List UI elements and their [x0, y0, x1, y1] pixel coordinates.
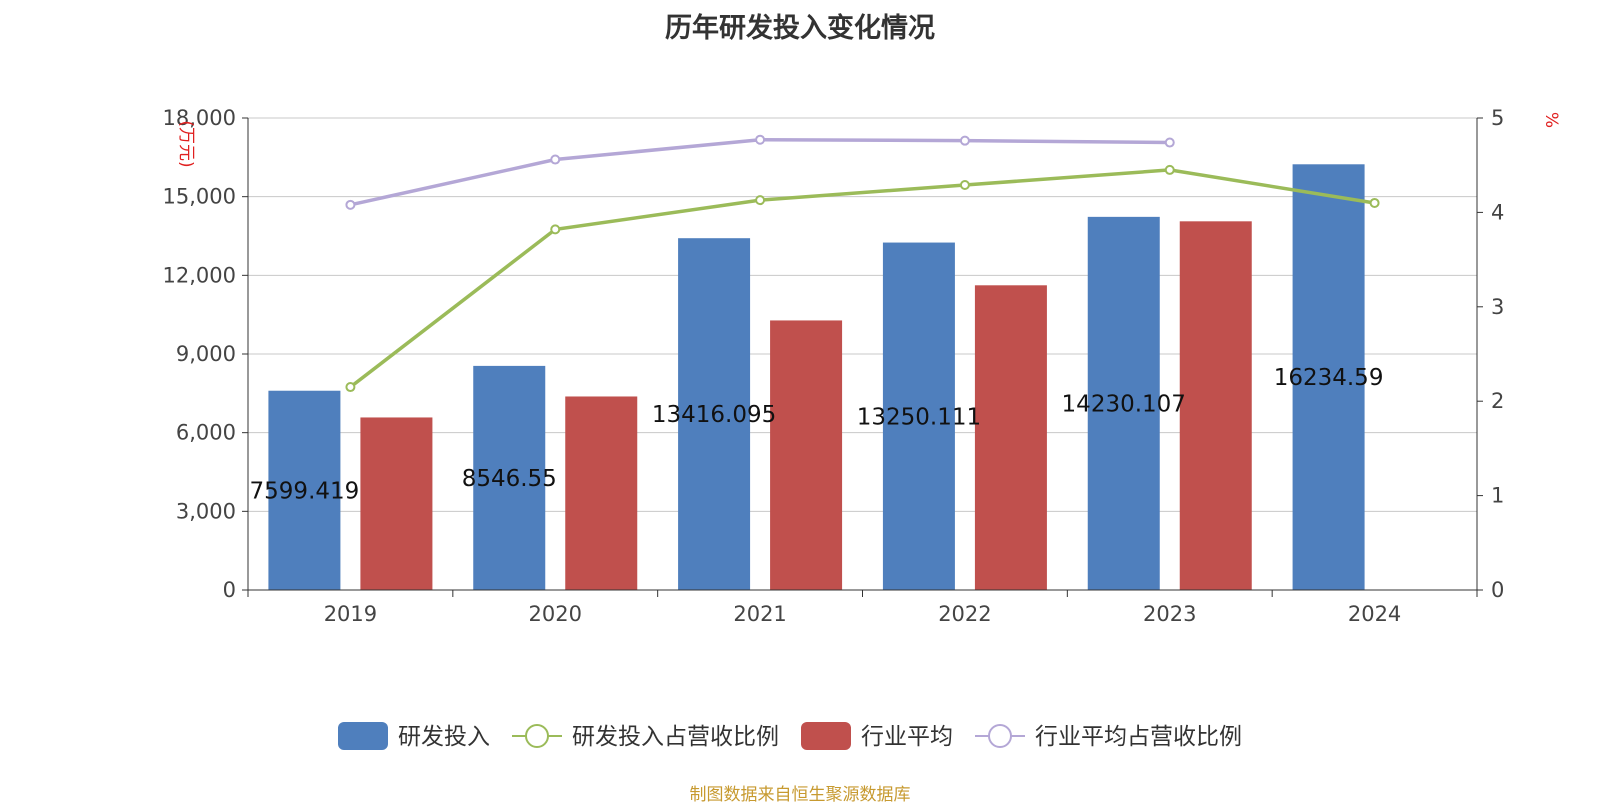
bar-industry-average-2022[interactable]	[974, 285, 1047, 590]
bar-rd-investment-2019[interactable]	[268, 390, 341, 590]
line-point-rd-ratio[interactable]	[755, 195, 766, 206]
bar-value-label: 14230.107	[1062, 391, 1186, 417]
line-point-rd-ratio[interactable]	[959, 180, 970, 191]
line-point-rd-ratio[interactable]	[1164, 164, 1175, 175]
legend-swatch	[338, 722, 388, 750]
legend-item-rd-investment[interactable]: 研发投入	[338, 722, 490, 750]
bar-value-label: 7599.419	[250, 478, 360, 504]
legend-label: 研发投入	[398, 724, 490, 750]
lines	[345, 134, 1380, 393]
legend-marker	[525, 724, 549, 748]
left-tick-label: 6,000	[176, 421, 236, 445]
bars	[268, 164, 1365, 590]
line-point-industry-ratio[interactable]	[755, 134, 766, 145]
bar-rd-investment-2021[interactable]	[678, 238, 751, 590]
x-tick-label: 2022	[938, 602, 991, 626]
right-tick-label: 4	[1491, 200, 1504, 224]
left-tick-label: 9,000	[176, 342, 236, 366]
left-axis-unit: (万元)	[176, 120, 196, 167]
legend-swatch	[801, 722, 851, 750]
line-industry-ratio[interactable]	[350, 137, 1170, 207]
legend-label: 研发投入占营收比例	[572, 724, 779, 750]
x-tick-label: 2024	[1348, 602, 1401, 626]
right-tick-label: 1	[1491, 484, 1504, 508]
bar-industry-average-2023[interactable]	[1179, 221, 1252, 590]
gridlines	[248, 117, 1477, 512]
line-point-rd-ratio[interactable]	[550, 224, 561, 235]
legend-item-industry-ratio[interactable]: 行业平均占营收比例	[975, 724, 1242, 750]
line-point-rd-ratio[interactable]	[345, 382, 356, 393]
bar-rd-investment-2020[interactable]	[473, 365, 546, 590]
legend-item-rd-ratio[interactable]: 研发投入占营收比例	[512, 724, 779, 750]
x-tick-label: 2019	[324, 602, 377, 626]
legend-item-industry-average[interactable]: 行业平均	[801, 722, 953, 750]
source-note: 制图数据来自恒生聚源数据库	[689, 785, 911, 805]
right-axis-unit: %	[1541, 112, 1561, 128]
chart-title: 历年研发投入变化情况	[665, 13, 935, 44]
legend-label: 行业平均	[861, 724, 953, 750]
x-tick-label: 2020	[529, 602, 582, 626]
left-tick-label: 18,000	[163, 106, 236, 130]
axes: 0 3,000 6,000 9,000 12,000 15,000 18,000 0 1 2 3 4 5…	[163, 106, 1561, 626]
line-point-industry-ratio[interactable]	[550, 154, 561, 165]
x-tick-label: 2023	[1143, 602, 1196, 626]
line-rd-ratio[interactable]	[349, 168, 1375, 389]
left-tick-label: 0	[223, 578, 236, 602]
line-point-industry-ratio[interactable]	[345, 199, 356, 210]
bar-value-label: 13416.095	[652, 402, 776, 428]
data-labels: 7599.419 8546.55 13416.095 13250.111 14230.1…	[250, 365, 1384, 504]
right-tick-label: 2	[1491, 389, 1504, 413]
right-tick-label: 0	[1491, 578, 1504, 602]
bar-industry-average-2020[interactable]	[565, 396, 638, 590]
x-tick-label: 2021	[733, 602, 786, 626]
bar-rd-investment-2022[interactable]	[882, 242, 955, 590]
right-tick-label: 5	[1491, 106, 1504, 130]
bar-value-label: 13250.111	[857, 404, 981, 430]
left-tick-label: 3,000	[176, 499, 236, 523]
bar-value-label: 16234.59	[1274, 365, 1384, 391]
legend-marker	[988, 724, 1012, 748]
left-tick-label: 15,000	[163, 185, 236, 209]
legend[interactable]: 研发投入 研发投入占营收比例 行业平均 行业平均占营收比例	[338, 722, 1242, 750]
line-point-industry-ratio[interactable]	[1164, 137, 1175, 148]
bar-rd-investment-2024[interactable]	[1292, 164, 1365, 590]
bar-rd-investment-2023[interactable]	[1087, 216, 1160, 590]
right-tick-label: 3	[1491, 295, 1504, 319]
left-tick-label: 12,000	[163, 263, 236, 287]
line-point-industry-ratio[interactable]	[959, 135, 970, 146]
bar-value-label: 8546.55	[462, 466, 557, 492]
line-point-rd-ratio[interactable]	[1369, 197, 1380, 208]
legend-label: 行业平均占营收比例	[1035, 724, 1242, 750]
bar-industry-average-2019[interactable]	[360, 417, 433, 590]
bar-industry-average-2021[interactable]	[770, 320, 843, 590]
